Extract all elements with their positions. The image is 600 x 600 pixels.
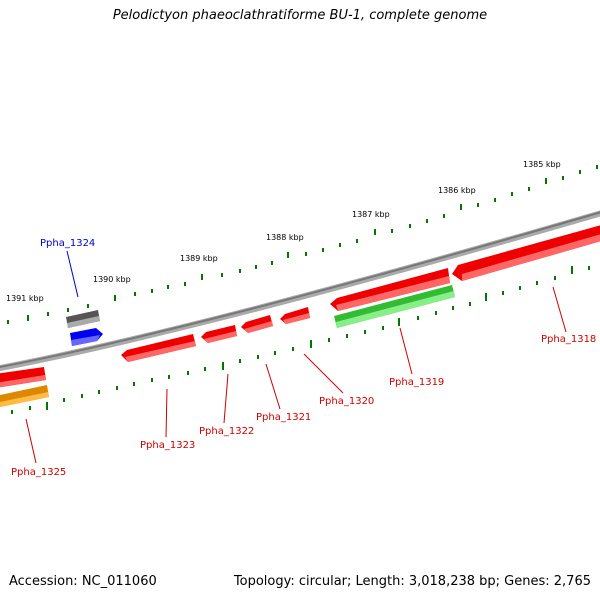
gene-arrow-ppha-1322[interactable]	[241, 315, 273, 333]
gene-arrow-ppha-1325[interactable]	[0, 385, 49, 408]
genome-backbone-shade	[0, 211, 600, 369]
kbp-label-1388: 1388 kbp	[266, 233, 304, 242]
gene-arrow-ppha-1324[interactable]	[70, 328, 103, 346]
label-leaders	[25, 250, 567, 464]
kbp-label-1385: 1385 kbp	[523, 160, 561, 169]
kbp-label-1390: 1390 kbp	[93, 275, 131, 284]
genome-title: Pelodictyon phaeoclathratiforme BU-1, co…	[112, 8, 488, 23]
genome-summary-text: Topology: circular; Length: 3,018,238 bp…	[233, 574, 591, 589]
gene-label-ppha-1322[interactable]: Ppha_1322	[199, 426, 254, 437]
accession-text: Accession: NC_011060	[9, 574, 157, 589]
kbp-label-1389: 1389 kbp	[180, 254, 218, 263]
gene-arrow-ppha-1324-gray[interactable]	[66, 310, 100, 328]
kbp-label-1387: 1387 kbp	[352, 210, 390, 219]
gene-label-ppha-1318[interactable]: Ppha_1318	[541, 334, 596, 345]
gene-label-ppha-1324[interactable]: Ppha_1324	[40, 238, 95, 249]
gene-arrow-ppha-1318[interactable]	[452, 224, 600, 281]
gene-label-ppha-1320[interactable]: Ppha_1320	[319, 396, 374, 407]
gene-arrow-ppha-1323-small[interactable]	[201, 325, 237, 343]
gene-label-ppha-1325[interactable]: Ppha_1325	[11, 467, 66, 478]
kbp-label-1391: 1391 kbp	[6, 294, 44, 303]
upper-tick-track	[7, 165, 598, 324]
kbp-label-1386: 1386 kbp	[438, 186, 476, 195]
gene-arrow-ppha-1323[interactable]	[121, 334, 196, 362]
gene-label-ppha-1321[interactable]: Ppha_1321	[256, 412, 311, 423]
lower-tick-track	[11, 266, 590, 414]
gene-arrow-ppha-1320[interactable]	[330, 268, 450, 311]
gene-arrow-ppha-1319[interactable]	[334, 285, 455, 328]
gene-arrow-left-red[interactable]	[0, 367, 46, 388]
gene-label-ppha-1319[interactable]: Ppha_1319	[389, 377, 444, 388]
gene-label-ppha-1323[interactable]: Ppha_1323	[140, 440, 195, 451]
gene-arrow-ppha-1321[interactable]	[280, 307, 310, 324]
